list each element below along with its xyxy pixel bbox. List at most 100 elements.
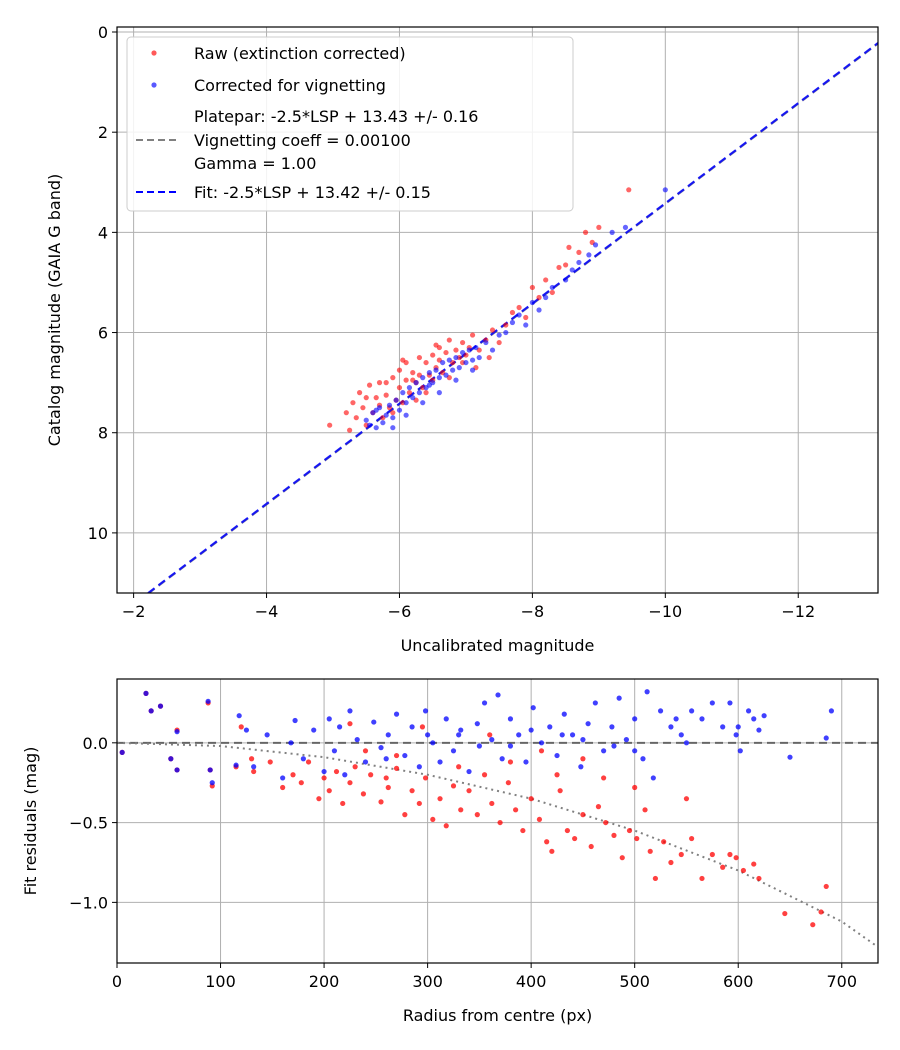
bot-corrected-point [458, 727, 464, 733]
top-raw-point [496, 339, 502, 346]
bot-raw-point [668, 859, 674, 866]
top-raw-point [453, 347, 459, 353]
bot-corrected-point [378, 745, 384, 751]
top-plot-frame [116, 26, 879, 594]
bot-raw-point [402, 812, 408, 818]
bot-corrected-point [143, 690, 149, 696]
bot-corrected-point [828, 708, 835, 714]
bot-raw-point [497, 819, 503, 826]
legend-label-corrected: Corrected for vignetting [194, 76, 386, 95]
bot-corrected-point [623, 737, 630, 743]
top-x-tick-label: −2 [122, 602, 146, 621]
bot-raw-point [474, 812, 480, 818]
top-raw-point [327, 422, 333, 428]
bot-line-vignetting-model [117, 741, 878, 948]
top-y-tick-label: 4 [98, 223, 108, 242]
bot-corrected-point [683, 740, 690, 746]
bot-raw-point [368, 772, 374, 778]
top-x-tick-label: −4 [255, 602, 279, 621]
bot-corrected-point [243, 727, 250, 733]
top-corrected-point [426, 370, 432, 376]
top-corrected-point [453, 354, 459, 361]
bottom-plot-lines [117, 741, 878, 948]
bot-corrected-point [592, 700, 598, 706]
top-corrected-point [469, 357, 476, 363]
bot-corrected-point [331, 748, 338, 754]
bot-raw-point [823, 883, 829, 890]
bot-corrected-point [437, 759, 443, 765]
bot-corrected-point [481, 700, 488, 706]
bot-corrected-point [409, 724, 415, 730]
bot-raw-point [720, 864, 726, 870]
bottom-y-axis-label: Fit residuals (mag) [21, 747, 40, 896]
bot-raw-point [549, 848, 555, 854]
bot-raw-point [554, 772, 560, 778]
bot-raw-point [458, 807, 464, 813]
bot-corrected-point [416, 764, 422, 770]
top-corrected-point [420, 375, 426, 381]
bot-raw-point [733, 855, 739, 861]
legend-marker-raw [151, 50, 157, 56]
bot-corrected-point [148, 708, 154, 714]
bot-x-tick-label: 200 [309, 972, 340, 991]
top-corrected-point [549, 284, 555, 291]
bot-corrected-point [657, 708, 664, 714]
bot-raw-point [267, 759, 273, 765]
bot-raw-point [601, 775, 607, 781]
bot-raw-point [810, 922, 816, 928]
top-raw-point [489, 327, 496, 333]
bot-raw-point [634, 835, 640, 842]
top-raw-point [343, 410, 349, 416]
legend-marker-corrected [151, 82, 157, 88]
top-raw-point [350, 400, 356, 406]
top-corrected-point [466, 347, 472, 353]
top-raw-point [396, 367, 403, 373]
bot-raw-point [588, 843, 594, 850]
bot-corrected-point [288, 740, 294, 746]
top-corrected-point [396, 407, 403, 413]
bot-corrected-point [476, 743, 482, 749]
top-x-tick-label: −12 [781, 602, 815, 621]
bot-corrected-point [326, 716, 332, 722]
top-plot-lines [146, 42, 878, 593]
bot-corrected-point [756, 727, 762, 733]
bot-raw-point [443, 823, 449, 829]
top-corrected-point [436, 390, 442, 396]
top-raw-point [363, 395, 369, 401]
top-raw-point [626, 187, 632, 193]
bot-raw-point [699, 875, 705, 882]
bot-corrected-point [585, 721, 591, 727]
top-corrected-point [406, 385, 413, 391]
bot-raw-point [709, 851, 715, 858]
top-corrected-point [453, 377, 459, 383]
top-raw-point [396, 385, 403, 391]
bot-raw-point [536, 816, 543, 823]
top-raw-point [543, 277, 549, 283]
bot-raw-point [437, 796, 443, 802]
top-y-tick-label: 2 [98, 123, 108, 142]
top-corrected-point [463, 359, 469, 366]
bot-raw-point [466, 788, 472, 794]
bot-raw-point [333, 768, 340, 775]
bot-raw-point [557, 788, 563, 794]
top-raw-point [549, 289, 555, 296]
bot-x-tick-label: 300 [412, 972, 443, 991]
bot-corrected-point [489, 737, 495, 743]
bot-raw-point [740, 867, 747, 874]
bot-raw-point [782, 910, 788, 917]
bot-corrected-point [601, 748, 607, 754]
bot-corrected-point [393, 711, 400, 717]
bot-raw-point [756, 875, 762, 882]
bot-corrected-point [450, 748, 457, 754]
bot-corrected-point [678, 732, 684, 738]
bot-raw-point [603, 819, 609, 826]
bot-corrected-point [640, 756, 646, 762]
bot-x-tick-label: 500 [619, 972, 650, 991]
top-corrected-point [443, 372, 449, 378]
top-raw-point [566, 244, 572, 250]
bot-raw-point [572, 835, 578, 842]
bot-raw-point [564, 827, 570, 834]
top-raw-point [460, 339, 466, 346]
top-raw-point [423, 390, 429, 396]
